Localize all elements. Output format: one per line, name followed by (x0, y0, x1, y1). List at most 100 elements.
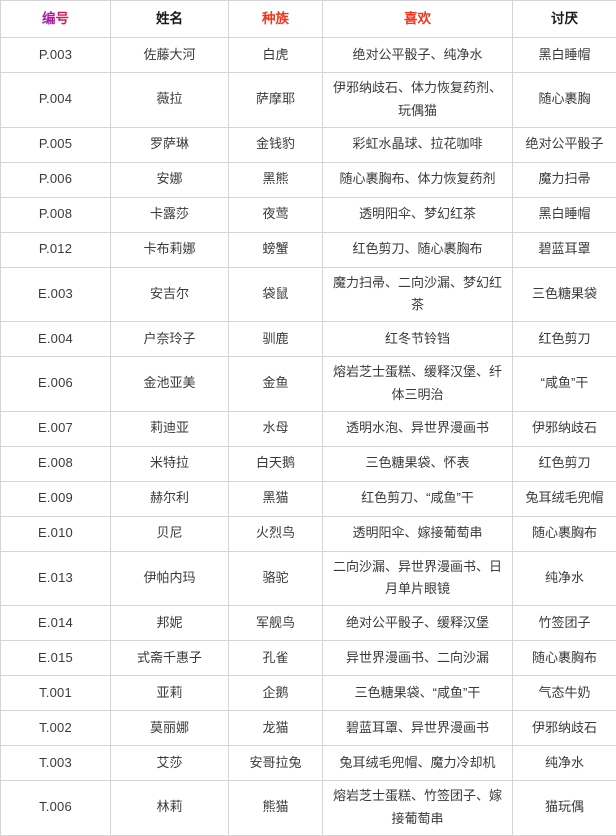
cell-name: 安吉尔 (111, 267, 229, 322)
cell-hate: 纯净水 (513, 551, 616, 606)
cell-name: 林莉 (111, 781, 229, 836)
cell-race: 黑熊 (229, 162, 323, 197)
cell-name: 薇拉 (111, 73, 229, 128)
cell-race: 螃蟹 (229, 232, 323, 267)
cell-like: 红冬节铃铛 (323, 322, 513, 357)
cell-hate: 黑白睡帽 (513, 38, 616, 73)
cell-id: P.012 (1, 232, 111, 267)
cell-name: 佐藤大河 (111, 38, 229, 73)
cell-name: 莫丽娜 (111, 711, 229, 746)
cell-race: 火烈鸟 (229, 516, 323, 551)
cell-id: T.006 (1, 781, 111, 836)
cell-id: E.014 (1, 606, 111, 641)
cell-name: 莉迪亚 (111, 411, 229, 446)
cell-name: 米特拉 (111, 446, 229, 481)
column-header-like-label: 喜欢 (404, 11, 431, 26)
cell-like: 碧蓝耳罩、异世界漫画书 (323, 711, 513, 746)
cell-id: T.001 (1, 676, 111, 711)
cell-like: 彩虹水晶球、拉花咖啡 (323, 127, 513, 162)
cell-hate: 三色糖果袋 (513, 267, 616, 322)
cell-like: 透明水泡、异世界漫画书 (323, 411, 513, 446)
cell-id: E.003 (1, 267, 111, 322)
cell-id: E.007 (1, 411, 111, 446)
cell-hate: “咸鱼”干 (513, 357, 616, 412)
cell-like: 透明阳伞、嫁接葡萄串 (323, 516, 513, 551)
cell-like: 二向沙漏、异世界漫画书、日月单片眼镜 (323, 551, 513, 606)
cell-id: T.003 (1, 746, 111, 781)
cell-hate: 随心裹胸布 (513, 641, 616, 676)
cell-name: 邦妮 (111, 606, 229, 641)
cell-hate: 伊邪纳歧石 (513, 411, 616, 446)
cell-race: 水母 (229, 411, 323, 446)
cell-like: 伊邪纳歧石、体力恢复药剂、玩偶猫 (323, 73, 513, 128)
cell-hate: 竹签团子 (513, 606, 616, 641)
cell-race: 龙猫 (229, 711, 323, 746)
column-header-hate: 讨厌 (513, 1, 616, 38)
cell-like: 三色糖果袋、怀表 (323, 446, 513, 481)
cell-like: 熔岩芝士蛋糕、缓释汉堡、纤体三明治 (323, 357, 513, 412)
cell-id: T.002 (1, 711, 111, 746)
cell-name: 卡露莎 (111, 197, 229, 232)
cell-race: 孔雀 (229, 641, 323, 676)
cell-hate: 碧蓝耳罩 (513, 232, 616, 267)
cell-name: 金池亚美 (111, 357, 229, 412)
cell-id: P.005 (1, 127, 111, 162)
cell-race: 骆驼 (229, 551, 323, 606)
cell-race: 军舰鸟 (229, 606, 323, 641)
cell-hate: 猫玩偶 (513, 781, 616, 836)
cell-hate: 气态牛奶 (513, 676, 616, 711)
cell-hate: 伊邪纳歧石 (513, 711, 616, 746)
cell-race: 熊猫 (229, 781, 323, 836)
cell-hate: 兔耳绒毛兜帽 (513, 481, 616, 516)
cell-like: 兔耳绒毛兜帽、魔力冷却机 (323, 746, 513, 781)
cell-name: 户奈玲子 (111, 322, 229, 357)
cell-like: 三色糖果袋、“咸鱼”干 (323, 676, 513, 711)
cell-like: 红色剪刀、“咸鱼”干 (323, 481, 513, 516)
cell-race: 白天鹅 (229, 446, 323, 481)
cell-race: 黑猫 (229, 481, 323, 516)
cell-name: 贝尼 (111, 516, 229, 551)
cell-hate: 随心裹胸 (513, 73, 616, 128)
cell-race: 白虎 (229, 38, 323, 73)
cell-race: 夜莺 (229, 197, 323, 232)
cell-name: 卡布莉娜 (111, 232, 229, 267)
cell-name: 式斋千惠子 (111, 641, 229, 676)
cell-race: 袋鼠 (229, 267, 323, 322)
cell-race: 萨摩耶 (229, 73, 323, 128)
cell-id: P.008 (1, 197, 111, 232)
cell-hate: 纯净水 (513, 746, 616, 781)
cell-like: 透明阳伞、梦幻红茶 (323, 197, 513, 232)
cell-hate: 红色剪刀 (513, 446, 616, 481)
cell-like: 异世界漫画书、二向沙漏 (323, 641, 513, 676)
cell-race: 企鹅 (229, 676, 323, 711)
cell-name: 艾莎 (111, 746, 229, 781)
cell-id: P.003 (1, 38, 111, 73)
cell-name: 安娜 (111, 162, 229, 197)
column-header-race: 种族 (229, 1, 323, 38)
cell-id: P.004 (1, 73, 111, 128)
cell-race: 金钱豹 (229, 127, 323, 162)
table-header: 编号 姓名 种族 喜欢 讨厌 (1, 1, 616, 38)
cell-id: E.015 (1, 641, 111, 676)
column-header-race-label: 种族 (262, 11, 289, 26)
cell-hate: 红色剪刀 (513, 322, 616, 357)
